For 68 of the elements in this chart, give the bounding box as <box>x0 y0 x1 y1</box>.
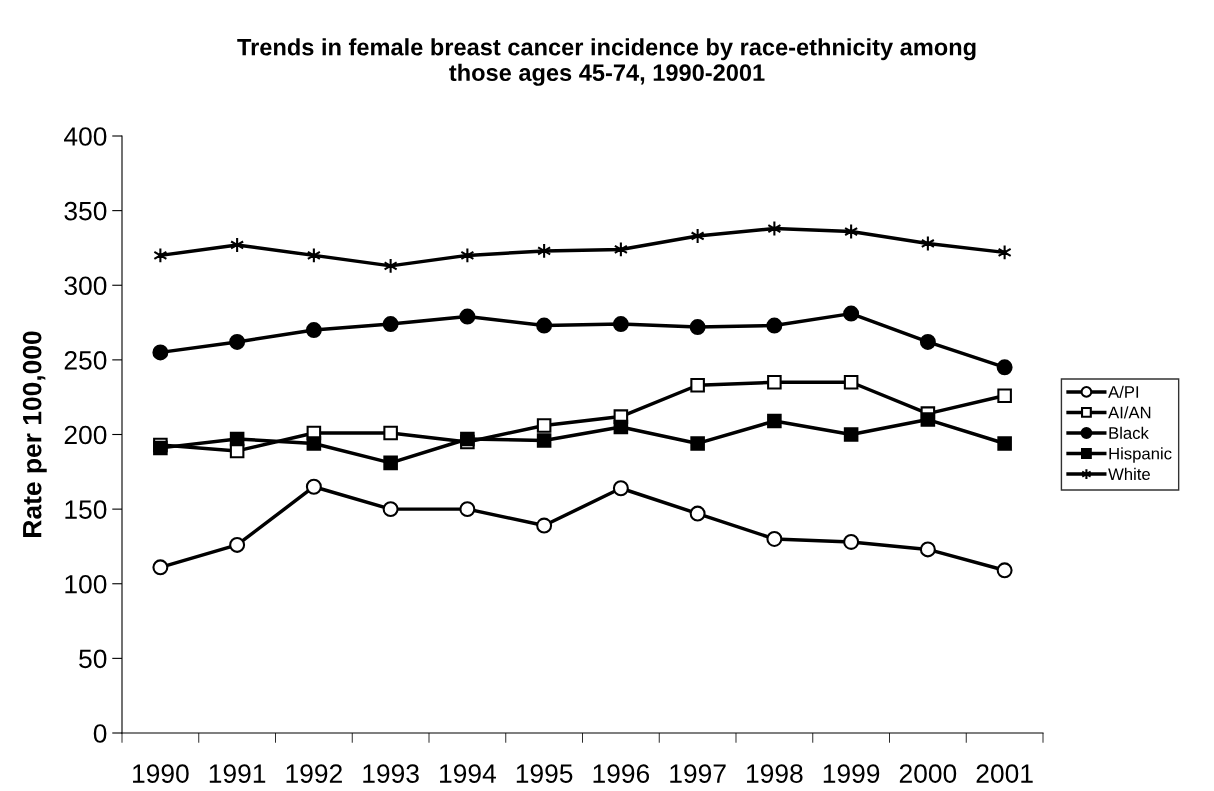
point <box>997 388 1012 403</box>
point <box>536 433 552 448</box>
point <box>306 436 322 451</box>
point <box>152 344 169 361</box>
x-tick-label: 1994 <box>440 764 496 783</box>
legend-label: AI/AN <box>1108 406 1151 419</box>
chart-title: Trends in female breast cancer incidence by race-ethnicity among those ages 45-74, 1990-2001 <box>237 38 976 86</box>
point <box>229 333 246 350</box>
x-tick-label: 1992 <box>286 764 342 783</box>
point <box>689 505 706 522</box>
x-tick-label: 1998 <box>747 764 803 783</box>
point <box>612 480 629 497</box>
point <box>919 333 936 350</box>
point <box>382 316 399 333</box>
point <box>305 322 322 339</box>
legend-label: White <box>1108 467 1150 481</box>
y-tick-label: 50 <box>79 649 107 669</box>
point <box>305 478 322 495</box>
y-axis-title: Rate per 100,000 <box>22 331 47 537</box>
legend-label: Black <box>1109 426 1149 439</box>
point <box>459 501 476 518</box>
point <box>996 562 1013 579</box>
point <box>612 316 629 333</box>
point <box>152 559 169 576</box>
x-tick-label: 1991 <box>209 764 266 783</box>
point <box>689 319 706 336</box>
point <box>997 436 1012 451</box>
x-tick-label: 1990 <box>133 764 189 783</box>
point <box>229 536 246 553</box>
point <box>920 412 936 427</box>
y-tick-label: 300 <box>64 276 107 296</box>
point <box>766 530 783 547</box>
point <box>383 425 398 441</box>
x-tick-label: 1997 <box>670 764 726 783</box>
x-tick-label: 1995 <box>516 764 573 783</box>
legend-label: Hispanic <box>1109 447 1172 463</box>
y-tick-label: 250 <box>64 351 107 370</box>
point <box>843 427 859 442</box>
point <box>767 374 782 390</box>
point <box>766 317 783 334</box>
point <box>229 431 245 447</box>
y-tick-label: 200 <box>64 425 107 445</box>
point <box>459 308 476 325</box>
point <box>536 418 552 433</box>
point <box>843 374 859 390</box>
point <box>536 517 553 534</box>
point <box>613 419 629 435</box>
point <box>382 501 399 518</box>
y-tick-label: 0 <box>93 724 107 743</box>
point <box>383 455 398 471</box>
y-tick-label: 150 <box>65 500 107 519</box>
point <box>690 436 705 451</box>
point <box>843 305 860 322</box>
point <box>919 541 936 558</box>
point <box>690 377 705 393</box>
point <box>996 359 1013 376</box>
x-tick-label: 1993 <box>363 764 419 783</box>
y-tick-label: 400 <box>64 127 107 146</box>
y-tick-label: 350 <box>64 201 107 221</box>
x-tick-label: 1999 <box>823 764 880 783</box>
legend-label: A/PI <box>1108 385 1139 398</box>
y-tick-label: 100 <box>65 574 107 594</box>
point <box>767 413 782 429</box>
point <box>843 533 860 550</box>
x-tick-label: 2000 <box>899 764 957 783</box>
point <box>536 317 553 334</box>
x-tick-label: 2001 <box>976 764 1033 783</box>
x-tick-label: 1996 <box>593 764 650 783</box>
